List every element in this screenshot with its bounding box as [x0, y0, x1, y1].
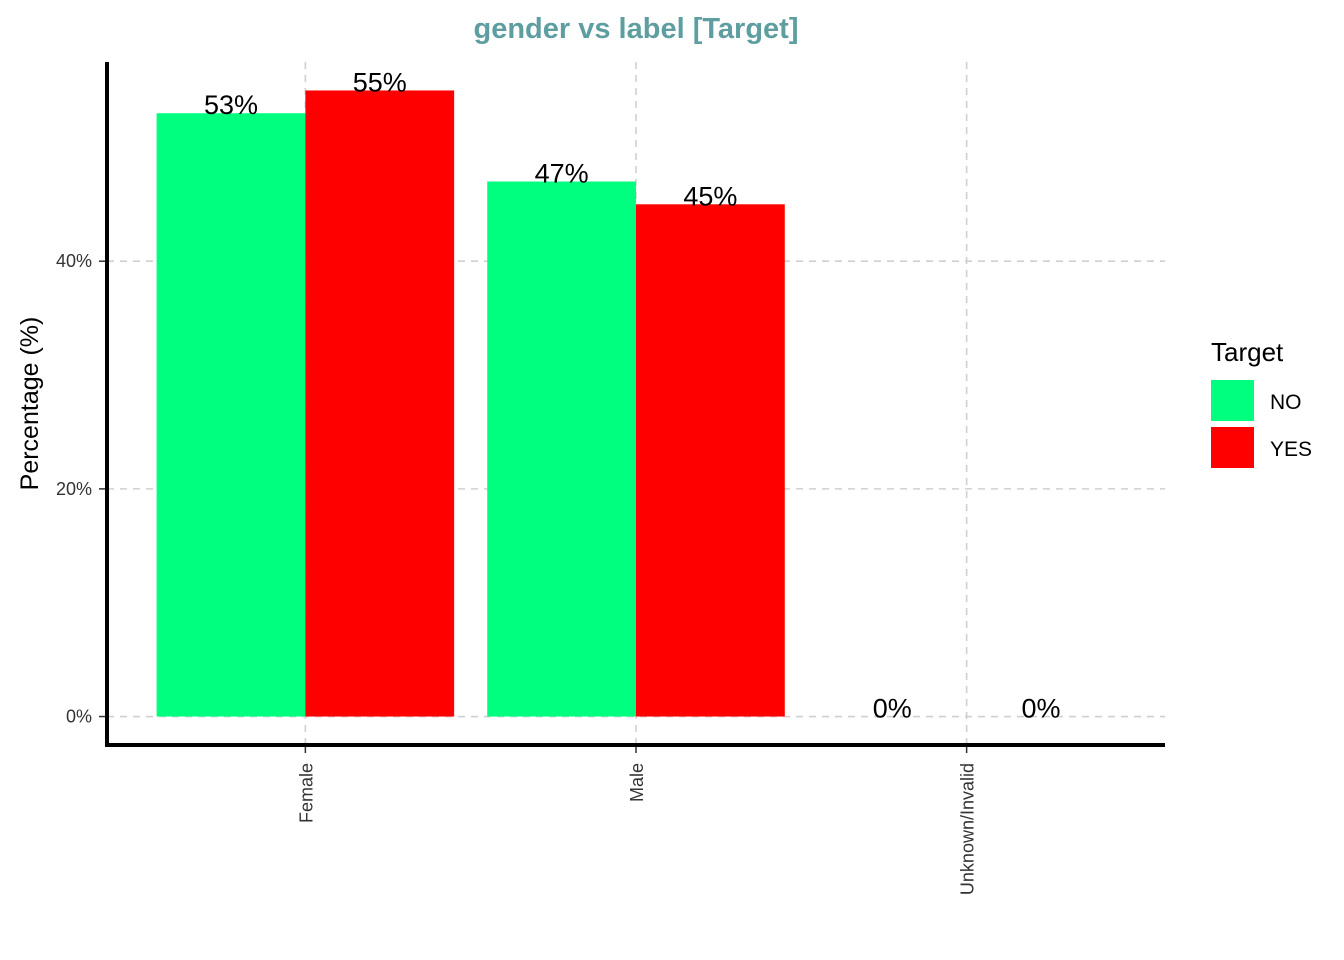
x-tick-label: Female	[296, 763, 316, 823]
y-tick-label: 40%	[56, 251, 92, 271]
legend-title: Target	[1211, 337, 1284, 367]
legend-swatch-no	[1211, 380, 1254, 421]
data-label: 53%	[204, 90, 258, 120]
y-tick-label: 0%	[66, 707, 92, 727]
bar-layer	[156, 90, 785, 717]
data-label: 45%	[683, 181, 737, 211]
y-tick-label: 20%	[56, 479, 92, 499]
x-tick-label: Male	[627, 763, 647, 802]
legend-swatch-yes	[1211, 427, 1254, 468]
data-label: 55%	[353, 67, 407, 97]
y-axis-label: Percentage (%)	[16, 317, 44, 491]
bar-yes	[305, 90, 455, 717]
bar-no	[487, 181, 636, 717]
axis-layer: 0% 20% 40% Female Male Unknown/Invalid	[56, 62, 1165, 895]
data-label-layer: 53% 47% 0% 55% 45% 0%	[204, 67, 1061, 723]
bar-yes	[636, 204, 785, 717]
data-label: 0%	[873, 694, 912, 724]
legend: Target NO YES	[1211, 337, 1312, 468]
data-label: 0%	[1022, 694, 1061, 724]
bar-no	[156, 113, 306, 717]
legend-label-yes: YES	[1270, 438, 1312, 461]
data-label: 47%	[535, 159, 589, 189]
chart-title: gender vs label [Target]	[474, 13, 799, 45]
legend-label-no: NO	[1270, 391, 1302, 414]
x-tick-label: Unknown/Invalid	[958, 763, 978, 895]
